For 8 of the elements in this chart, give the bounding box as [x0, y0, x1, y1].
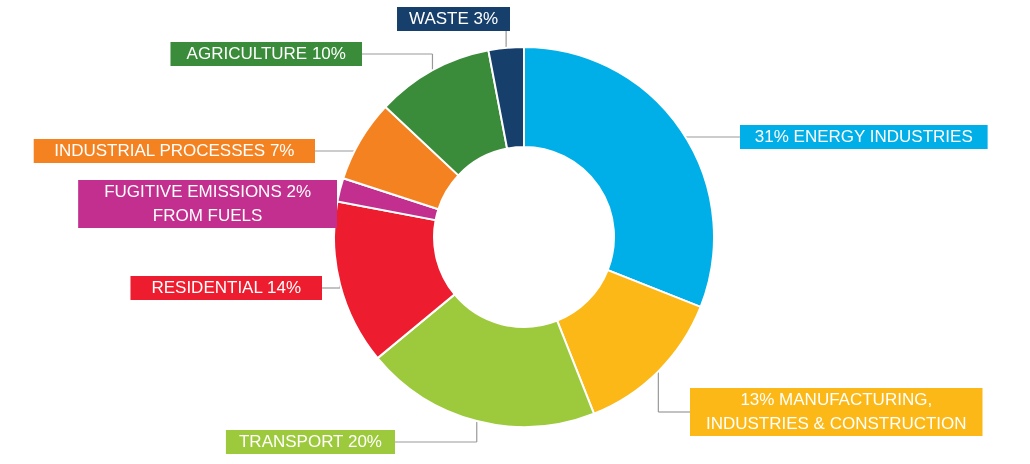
- slice-label: AGRICULTURE 10%: [186, 44, 346, 63]
- slice-label: RESIDENTIAL 14%: [151, 278, 302, 297]
- slice-label: 31% ENERGY INDUSTRIES: [754, 127, 973, 146]
- slice-label: WASTE 3%: [408, 9, 499, 28]
- slice-label: FUGITIVE EMISSIONS 2% FROM FUELS: [104, 182, 312, 225]
- slice-label: INDUSTRIAL PROCESSES 7%: [54, 141, 295, 160]
- slice-label: TRANSPORT 20%: [238, 432, 382, 451]
- slice-label: 13% MANUFACTURING, INDUSTRIES & CONSTRUCTION: [705, 390, 967, 433]
